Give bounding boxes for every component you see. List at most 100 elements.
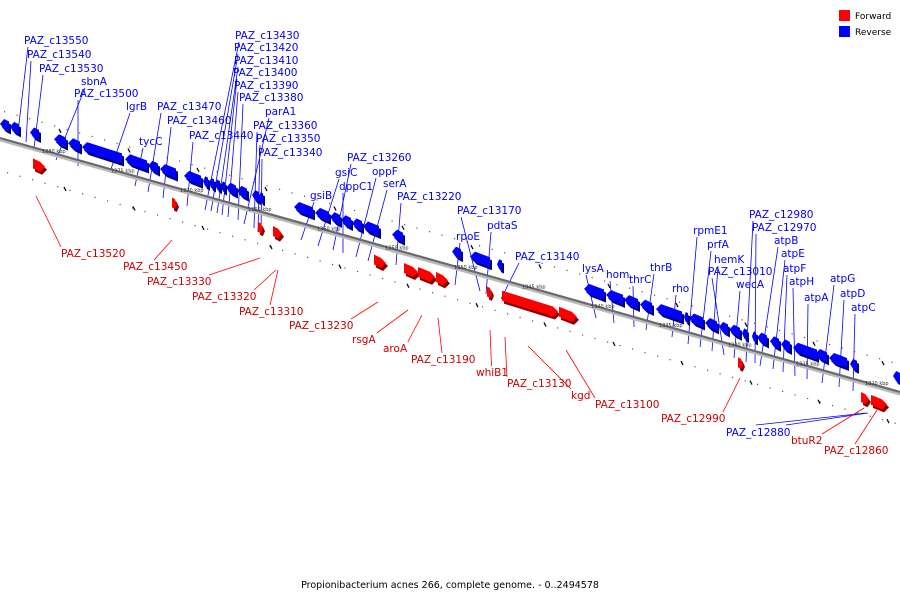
gene-label: aroA — [383, 343, 408, 355]
tick-label: 1320 kbp — [865, 381, 889, 387]
dot-below — [294, 253, 296, 255]
leader-line — [722, 377, 741, 413]
reverse-gene-arrow — [315, 207, 331, 225]
gene-label: thrB — [650, 262, 672, 274]
dot-below — [444, 295, 446, 297]
reverse-gene-arrow — [294, 201, 315, 221]
gene-label: PAZ_c13220 — [397, 191, 461, 203]
gene-label: PAZ_c13130 — [507, 378, 571, 390]
dot-below — [144, 210, 146, 213]
gene-label: atpE — [781, 248, 805, 260]
dot-above — [391, 220, 393, 222]
tick-label: 1360 kbp — [317, 227, 341, 233]
map-caption: Propionibacterium acnes 266, complete ge… — [301, 580, 599, 591]
dot-below — [494, 309, 496, 311]
dot-above — [129, 146, 131, 148]
reverse-gene-arrow — [829, 352, 849, 372]
dot-below — [644, 352, 646, 354]
dot-below — [769, 387, 771, 389]
dot-below — [269, 246, 271, 248]
gene-label: oppF — [372, 166, 398, 178]
gene-body — [742, 328, 747, 340]
leader-line — [782, 274, 788, 373]
gene-label: atpB — [774, 235, 798, 247]
dot-above — [791, 333, 793, 335]
dot-below — [894, 422, 896, 424]
gene-body — [68, 138, 80, 152]
gene-label: gsiC — [335, 167, 357, 179]
gene-body — [452, 246, 461, 260]
leader-line — [460, 216, 481, 292]
reverse-gene-arrow — [330, 212, 342, 228]
gene-body — [363, 221, 379, 236]
tick-mark-below — [543, 322, 547, 327]
dot-below — [519, 316, 521, 318]
tick-label: 1345 kbp — [522, 284, 546, 290]
reverse-gene-arrow — [752, 331, 758, 346]
tick-mark-above — [881, 360, 885, 366]
forward-gene-arrow — [487, 286, 494, 301]
dot-below — [882, 419, 884, 421]
dot-above — [204, 167, 206, 169]
axis-line — [0, 136, 900, 394]
dot-below — [757, 383, 759, 385]
reverse-gene-arrow — [497, 259, 504, 274]
leader-line — [253, 269, 277, 291]
gene-label: PAZ_c13100 — [595, 399, 659, 411]
reverse-gene-arrow — [68, 138, 82, 155]
dot-below — [394, 281, 396, 283]
gene-label: PAZ_c13500 — [74, 88, 138, 100]
dot-above — [79, 132, 81, 134]
leader-line — [489, 329, 492, 367]
gene-body — [215, 179, 220, 192]
forward-gene-arrow — [404, 263, 420, 280]
dot-above — [479, 245, 481, 247]
dot-below — [169, 217, 171, 220]
dot-below — [707, 369, 709, 371]
leader-line — [711, 265, 719, 352]
dot-above — [316, 199, 318, 201]
dot-above — [404, 224, 406, 226]
tick-mark-above — [333, 206, 337, 211]
gene-body — [259, 192, 263, 204]
dot-below — [357, 270, 359, 273]
dot-above — [529, 259, 531, 261]
dot-below — [557, 327, 559, 329]
gene-label: PAZ_c13140 — [515, 251, 579, 263]
tick-mark-below — [817, 399, 821, 405]
legend-forward-swatch — [839, 10, 850, 21]
gene-labels: PAZ_c13550PAZ_c13540PAZ_c13530sbnAPAZ_c1… — [24, 30, 888, 457]
gene-body — [606, 290, 623, 305]
leader-line — [565, 349, 596, 399]
gene-body — [0, 119, 9, 132]
gene-label: rpmE1 — [693, 225, 728, 237]
dot-above — [266, 185, 268, 187]
dot-above — [691, 305, 693, 307]
gene-label: lgrB — [126, 101, 147, 113]
gene-body — [502, 290, 558, 317]
gene-label: parA1 — [265, 106, 296, 118]
reverse-gene-arrow — [470, 251, 492, 271]
gene-body — [624, 295, 638, 310]
leader-line — [755, 412, 867, 426]
reverse-gene-arrow — [203, 176, 210, 191]
tick-mark-above — [127, 148, 131, 153]
tick-label: 1370 kbp — [180, 188, 204, 194]
dot-below — [82, 193, 84, 195]
dot-below — [119, 203, 121, 206]
reverse-gene-arrow — [719, 321, 730, 338]
dot-above — [241, 178, 243, 180]
dot-above — [141, 149, 143, 152]
dot-below — [719, 373, 721, 375]
gene-body — [850, 358, 857, 371]
dot-above — [166, 156, 168, 159]
forward-gene-arrow — [418, 266, 437, 285]
gene-body — [221, 181, 225, 193]
gene-body — [330, 212, 340, 225]
dot-below — [219, 232, 221, 234]
dot-above — [229, 174, 231, 176]
reverse-gene-arrow — [729, 324, 742, 341]
tick-mark-below — [886, 418, 890, 424]
dot-above — [541, 262, 543, 265]
dot-above — [179, 160, 181, 162]
